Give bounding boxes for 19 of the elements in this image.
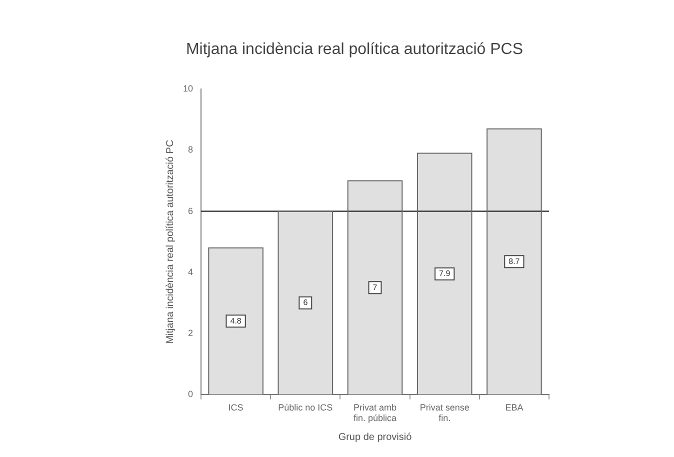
chart-title: Mitjana incidència real política autorització PCS xyxy=(186,41,524,58)
y-tick-label: 0 xyxy=(188,388,194,399)
x-axis-title: Grup de provisió xyxy=(338,432,412,443)
y-tick-label: 8 xyxy=(188,144,194,155)
y-axis-title: Mitjana incidència real política autorització PC xyxy=(164,140,176,344)
data-label: 6 xyxy=(303,298,308,308)
y-tick-label: 2 xyxy=(188,328,194,338)
data-label: 7 xyxy=(372,282,378,292)
y-tick-label: 6 xyxy=(188,206,194,216)
y-tick-label: 10 xyxy=(182,84,194,94)
x-tick-label: Privat amb fin. pública xyxy=(353,402,397,424)
y-tick-label: 4 xyxy=(188,266,194,277)
data-label: 8.7 xyxy=(508,256,520,266)
x-tick-label: EBA xyxy=(505,402,524,412)
data-label: 4.8 xyxy=(230,316,242,326)
x-tick-label: Públic no ICS xyxy=(278,402,333,412)
x-tick-label: ICS xyxy=(228,402,244,412)
data-label: 7.9 xyxy=(439,269,451,278)
x-tick-label: Privat sense fin. xyxy=(420,402,470,424)
